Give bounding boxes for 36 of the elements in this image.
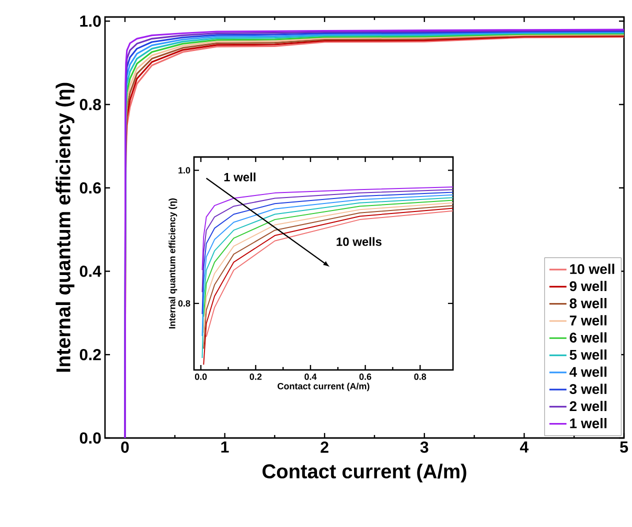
legend-label: 3 well [570, 384, 606, 394]
legend-label: 7 well [570, 315, 606, 326]
legend-label: 10 well [570, 264, 614, 274]
y-tick-label: 0.2 [80, 348, 101, 360]
line-series [202, 186, 454, 271]
x-axis-title: Contact current (A/m) [278, 382, 370, 392]
y-axis-title: Internal quantum efficiency (η) [56, 82, 74, 372]
x-tick-label: 2 [320, 442, 328, 453]
x-tick-label: 0.4 [304, 374, 317, 380]
x-tick-label: 0.2 [250, 374, 262, 380]
x-tick-label: 0.6 [359, 374, 372, 380]
x-tick-label: 5 [620, 442, 628, 453]
x-tick-label: 4 [520, 442, 529, 453]
x-tick-label: 3 [420, 442, 428, 453]
line-series [202, 189, 454, 293]
y-tick-label: 1.0 [80, 16, 101, 27]
y-tick-label: 0.4 [80, 266, 102, 277]
annotation: 10 wells [336, 237, 382, 246]
x-tick-label: 0.8 [414, 374, 426, 380]
x-tick-label: 0 [121, 442, 129, 453]
legend-label: 9 well [570, 280, 606, 292]
x-tick-label: 0.0 [194, 374, 207, 380]
legend-label: 2 well [570, 400, 606, 412]
legend-label: 8 well [570, 298, 606, 308]
y-tick-label: 0.8 [80, 98, 101, 110]
legend-label: 5 well [570, 349, 606, 360]
y-tick-label: 0.0 [80, 432, 101, 444]
y-tick-label: 0.6 [80, 182, 101, 194]
y-axis-title: Internal quantum efficiency (η) [168, 198, 178, 328]
legend-label: 4 well [569, 366, 606, 377]
x-tick-label: 1 [221, 442, 229, 453]
legend-label: 6 well [570, 332, 606, 343]
annotation: 1 well [224, 172, 256, 182]
x-axis-title: Contact current (A/m) [262, 464, 466, 482]
y-tick-label: 1.0 [178, 167, 190, 174]
legend-label: 1 well [570, 418, 606, 428]
